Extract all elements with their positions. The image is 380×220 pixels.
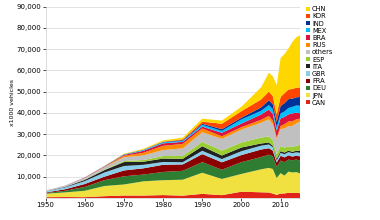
Legend: CHN, KOR, IND, MEX, BRA, RUS, others, ESP, ITA, GBR, FRA, DEU, JPN, CAN: CHN, KOR, IND, MEX, BRA, RUS, others, ES… <box>306 6 334 106</box>
Y-axis label: x1000 vehicles: x1000 vehicles <box>10 79 15 126</box>
